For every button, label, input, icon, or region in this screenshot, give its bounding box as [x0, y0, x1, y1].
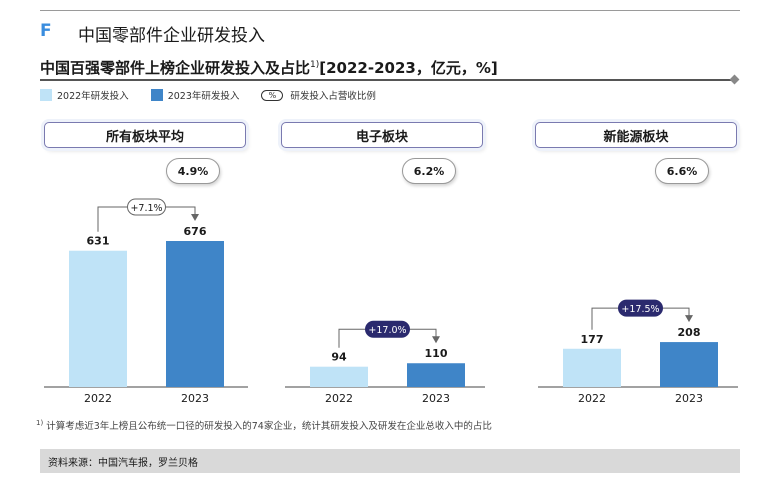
- growth-badge-electronics: [365, 320, 410, 338]
- footnote-text: 计算考虑近3年上榜且公布统一口径的研发投入的74家企业，统计其研发投入及研发在企…: [46, 421, 492, 432]
- legend-label-2022: 2022年研发投入: [57, 91, 129, 102]
- tick-label-all-2023: 2023: [181, 392, 209, 405]
- value-label-all-2023: 676: [184, 225, 207, 238]
- share-pill-new-energy: 6.6%: [655, 158, 709, 184]
- top-rule: [40, 10, 740, 11]
- title-rule: [40, 79, 734, 81]
- bar-electronics-2023: [407, 363, 465, 387]
- chart-title-footnote-mark: 1): [310, 60, 320, 70]
- growth-label-all: +7.1%: [130, 203, 162, 214]
- tick-label-electronics-2022: 2022: [325, 392, 353, 405]
- section-letter: F: [40, 21, 52, 41]
- source-text: 资料来源：中国汽车报，罗兰贝格: [48, 457, 198, 469]
- growth-label-electronics: +17.0%: [368, 325, 406, 336]
- legend-item-share: % 研发投入占营收比例: [261, 88, 376, 102]
- panel-title-electronics: 电子板块: [281, 122, 483, 148]
- tick-label-electronics-2023: 2023: [422, 392, 450, 405]
- growth-badge-new-energy: [618, 299, 663, 317]
- legend-swatch-2022: [40, 89, 52, 101]
- growth-arrowhead-electronics: [432, 336, 440, 344]
- value-label-electronics-2023: 110: [425, 347, 448, 360]
- legend-item-2022: 2022年研发投入: [40, 88, 129, 102]
- bar-electronics-2022: [310, 366, 368, 387]
- growth-label-new-energy: +17.5%: [621, 304, 659, 315]
- tick-label-new-energy-2023: 2023: [675, 392, 703, 405]
- legend-item-2023: 2023年研发投入: [150, 88, 240, 102]
- growth-badge-all: [127, 198, 166, 216]
- bar-all-2023: [166, 241, 224, 387]
- share-pill-all: 4.9%: [166, 158, 220, 184]
- bar-new-energy-2023: [660, 342, 718, 387]
- panel-title-new-energy: 新能源板块: [535, 122, 737, 148]
- footnote: 1) 计算考虑近3年上榜且公布统一口径的研发投入的74家企业，统计其研发投入及研…: [36, 418, 492, 432]
- chart-title: 中国百强零部件上榜企业研发投入及占比1)[2022-2023，亿元，%]: [40, 57, 498, 78]
- value-label-electronics-2022: 94: [331, 351, 347, 364]
- legend-label-share: 研发投入占营收比例: [290, 91, 376, 102]
- chart-title-suffix: [2022-2023，亿元，%]: [319, 59, 498, 77]
- footnote-mark: 1): [36, 418, 44, 427]
- tick-label-new-energy-2022: 2022: [578, 392, 606, 405]
- section-title: 中国零部件企业研发投入: [78, 26, 265, 46]
- panel-title-all: 所有板块平均: [44, 122, 246, 148]
- value-label-new-energy-2022: 177: [581, 333, 604, 346]
- share-pill-electronics: 6.2%: [402, 158, 456, 184]
- legend: 2022年研发投入 2023年研发投入 % 研发投入占营收比例: [40, 88, 398, 102]
- chart-title-text: 中国百强零部件上榜企业研发投入及占比: [40, 59, 311, 77]
- legend-swatch-2023: [150, 89, 163, 101]
- tick-label-all-2022: 2022: [84, 392, 112, 405]
- bar-all-2022: [69, 250, 127, 387]
- growth-arrowhead-new-energy: [685, 315, 693, 323]
- bar-new-energy-2022: [563, 348, 621, 387]
- value-label-new-energy-2023: 208: [678, 326, 701, 339]
- legend-share-symbol: %: [261, 89, 284, 101]
- source-bar: 资料来源：中国汽车报，罗兰贝格: [40, 449, 740, 473]
- legend-label-2023: 2023年研发投入: [167, 91, 240, 102]
- growth-arrowhead-all: [191, 214, 199, 221]
- value-label-all-2022: 631: [87, 235, 110, 248]
